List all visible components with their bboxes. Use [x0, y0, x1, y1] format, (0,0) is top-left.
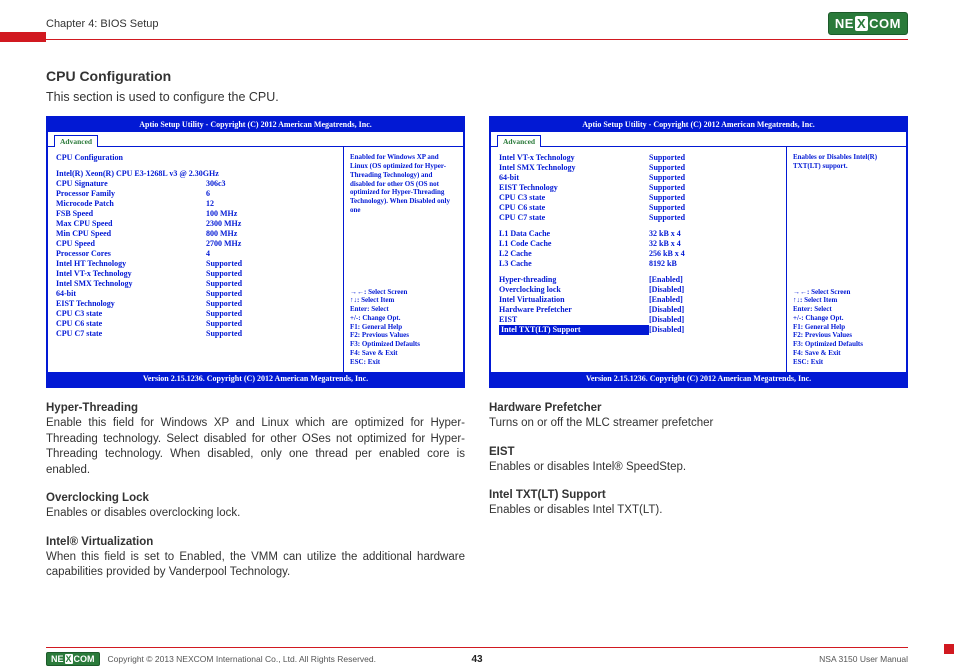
- description-block: Intel® VirtualizationWhen this field is …: [46, 536, 465, 581]
- bios-row: Hardware Prefetcher[Disabled]: [499, 305, 778, 315]
- page-number: 43: [471, 654, 482, 665]
- bios-row: FSB Speed100 MHz: [56, 209, 335, 219]
- bios-row: Intel SMX TechnologySupported: [56, 279, 335, 289]
- bios-panel-left: Aptio Setup Utility - Copyright (C) 2012…: [46, 116, 465, 388]
- bios-row: 64-bitSupported: [499, 173, 778, 183]
- bios-help-text: Enables or Disables Intel(R) TXT(LT) sup…: [793, 153, 900, 171]
- bios-row: Overclocking lock[Disabled]: [499, 285, 778, 295]
- bios-nav-help: →←: Select Screen ↑↓: Select Item Enter:…: [793, 288, 900, 367]
- header-accent: [0, 32, 46, 42]
- bios-help-text: Enabled for Windows XP and Linux (OS opt…: [350, 153, 457, 214]
- description-block: Hardware PrefetcherTurns on or off the M…: [489, 402, 908, 432]
- bios-row: L1 Code Cache32 kB x 4: [499, 239, 778, 249]
- description-block: Intel TXT(LT) SupportEnables or disables…: [489, 489, 908, 519]
- description-block: Hyper-ThreadingEnable this field for Win…: [46, 402, 465, 478]
- bios-row: Intel SMX TechnologySupported: [499, 163, 778, 173]
- brand-logo: NEXCOM: [828, 12, 908, 35]
- bios-row: 64-bitSupported: [56, 289, 335, 299]
- description-block: Overclocking LockEnables or disables ove…: [46, 492, 465, 522]
- section-intro: This section is used to configure the CP…: [46, 90, 908, 104]
- bios-main-right: Intel VT-x TechnologySupportedIntel SMX …: [491, 147, 786, 372]
- bios-row: CPU C6 stateSupported: [499, 203, 778, 213]
- bios-row: Intel Virtualization[Enabled]: [499, 295, 778, 305]
- bios-row: EIST TechnologySupported: [56, 299, 335, 309]
- bios-heading: CPU Configuration: [56, 153, 335, 163]
- description-block: EISTEnables or disables Intel® SpeedStep…: [489, 446, 908, 476]
- bios-titlebar: Aptio Setup Utility - Copyright (C) 2012…: [48, 118, 463, 132]
- bios-row: CPU Signature306c3: [56, 179, 335, 189]
- bios-row: Microcode Patch12: [56, 199, 335, 209]
- bios-titlebar: Aptio Setup Utility - Copyright (C) 2012…: [491, 118, 906, 132]
- bios-row: Hyper-threading[Enabled]: [499, 275, 778, 285]
- bios-footer: Version 2.15.1236. Copyright (C) 2012 Am…: [491, 372, 906, 386]
- bios-row: CPU C7 stateSupported: [56, 329, 335, 339]
- bios-footer: Version 2.15.1236. Copyright (C) 2012 Am…: [48, 372, 463, 386]
- bios-row: EIST TechnologySupported: [499, 183, 778, 193]
- bios-row: CPU C7 stateSupported: [499, 213, 778, 223]
- bios-row: Processor Cores4: [56, 249, 335, 259]
- bios-row: Processor Family6: [56, 189, 335, 199]
- bios-main-left: CPU Configuration Intel(R) Xeon(R) CPU E…: [48, 147, 343, 372]
- bios-tab-advanced[interactable]: Advanced: [54, 135, 98, 147]
- bios-row: L1 Data Cache32 kB x 4: [499, 229, 778, 239]
- bios-selected-row[interactable]: Intel TXT(LT) Support [Disabled]: [499, 325, 778, 335]
- bios-row: EIST[Disabled]: [499, 315, 778, 325]
- bios-tab-advanced[interactable]: Advanced: [497, 135, 541, 147]
- section-title: CPU Configuration: [46, 68, 908, 84]
- bios-row: Intel VT-x TechnologySupported: [499, 153, 778, 163]
- footer-accent: [944, 644, 954, 654]
- footer-copyright: Copyright © 2013 NEXCOM International Co…: [108, 654, 376, 664]
- footer-doc: NSA 3150 User Manual: [483, 654, 908, 664]
- chapter-label: Chapter 4: BIOS Setup: [46, 18, 159, 30]
- bios-row: Intel HT TechnologySupported: [56, 259, 335, 269]
- footer-logo: NEXCOM: [46, 652, 100, 666]
- bios-row: CPU Speed2700 MHz: [56, 239, 335, 249]
- bios-row: Min CPU Speed800 MHz: [56, 229, 335, 239]
- bios-row: Max CPU Speed2300 MHz: [56, 219, 335, 229]
- bios-row: L2 Cache256 kB x 4: [499, 249, 778, 259]
- bios-row: Intel VT-x TechnologySupported: [56, 269, 335, 279]
- bios-nav-help: →←: Select Screen ↑↓: Select Item Enter:…: [350, 288, 457, 367]
- bios-row: L3 Cache8192 kB: [499, 259, 778, 269]
- bios-row: CPU C3 stateSupported: [499, 193, 778, 203]
- bios-row: CPU C3 stateSupported: [56, 309, 335, 319]
- bios-row: CPU C6 stateSupported: [56, 319, 335, 329]
- bios-cpu-model: Intel(R) Xeon(R) CPU E3-1268L v3 @ 2.30G…: [56, 169, 335, 179]
- bios-panel-right: Aptio Setup Utility - Copyright (C) 2012…: [489, 116, 908, 388]
